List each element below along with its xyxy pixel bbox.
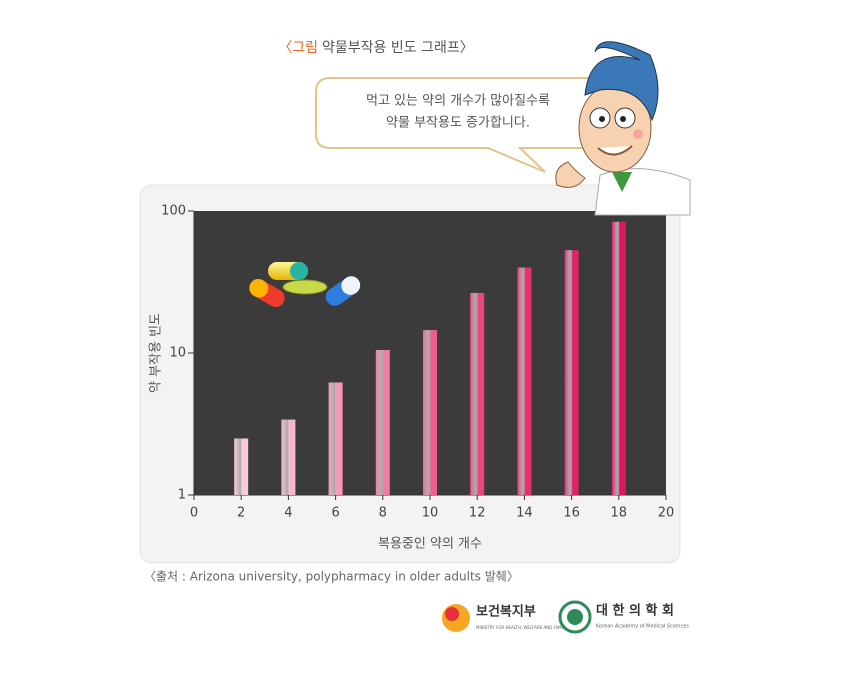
y-tick-label: 10 xyxy=(169,346,186,361)
x-tick-label: 8 xyxy=(379,506,387,521)
x-tick-label: 18 xyxy=(611,506,628,521)
logo-subtitle: Korean Academy of Medical Sciences xyxy=(596,624,689,630)
logo-name: 보건복지부 xyxy=(476,604,536,620)
pill-illustration xyxy=(249,262,361,307)
doctor-character xyxy=(555,41,691,216)
logo-mark xyxy=(567,609,583,625)
source: 〈출처 : Arizona university, polypharmacy i… xyxy=(144,570,519,584)
x-tick-label: 6 xyxy=(331,506,339,521)
bar xyxy=(564,250,579,495)
x-tick-label: 20 xyxy=(658,506,675,521)
x-tick-label: 10 xyxy=(422,506,439,521)
bar xyxy=(281,419,296,495)
x-tick-label: 14 xyxy=(516,506,533,521)
x-axis-label: 복용중인 약의 개수 xyxy=(378,537,482,552)
bar xyxy=(234,438,249,495)
bar xyxy=(328,382,343,495)
logo-name: 대 한 의 학 회 xyxy=(596,603,674,619)
bar xyxy=(611,221,626,496)
y-tick-label: 100 xyxy=(161,204,186,219)
bar xyxy=(517,267,532,495)
x-tick-label: 16 xyxy=(563,506,580,521)
y-tick-label: 1 xyxy=(178,488,186,503)
bubble-line: 약물 부작용도 증가합니다. xyxy=(386,116,530,131)
logo-mark xyxy=(445,607,459,621)
bar xyxy=(423,330,437,495)
title-label: 〈그림 xyxy=(278,40,318,56)
x-tick-label: 4 xyxy=(284,506,292,521)
x-tick-label: 0 xyxy=(190,506,198,521)
x-tick-label: 12 xyxy=(469,506,486,521)
bubble-line: 먹고 있는 약의 개수가 많아질수록 xyxy=(366,94,550,109)
logo-subtitle: MINISTRY FOR HEALTH, WELFARE AND FAMILY … xyxy=(476,625,585,630)
y-axis-label: 약 부작용 빈도 xyxy=(149,313,164,393)
bar xyxy=(470,292,485,495)
title: 약물부작용 빈도 그래프〉 xyxy=(322,40,474,56)
x-tick-label: 2 xyxy=(237,506,245,521)
bar xyxy=(375,349,390,495)
